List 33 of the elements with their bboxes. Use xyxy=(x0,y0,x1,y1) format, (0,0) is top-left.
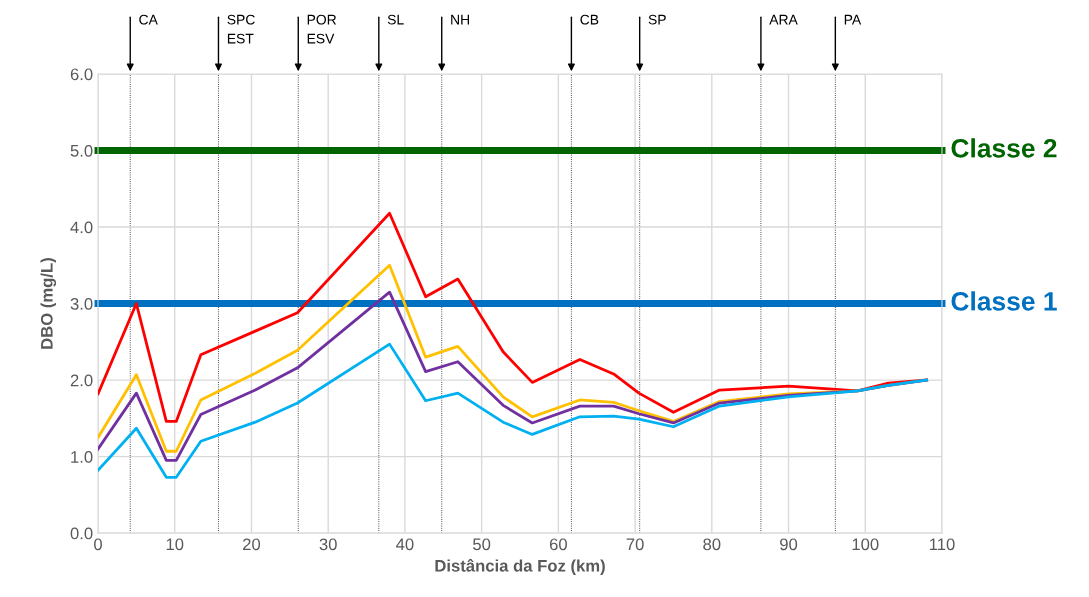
x-tick-label: 30 xyxy=(319,538,337,551)
ref-line-label: SP xyxy=(648,14,666,25)
ref-line-label: CB xyxy=(580,14,599,25)
ref-line-label: SL xyxy=(387,14,404,25)
x-tick-label: 20 xyxy=(243,538,261,551)
x-tick-label: 40 xyxy=(396,538,414,551)
y-tick-label: 0.0 xyxy=(70,527,93,540)
x-tick-label: 100 xyxy=(852,538,879,551)
x-tick-label: 80 xyxy=(703,538,721,551)
y-tick-label: 1.0 xyxy=(71,451,93,463)
y-tick-label: 6.0 xyxy=(70,68,93,81)
x-tick-label: 0 xyxy=(94,538,102,551)
x-axis-title: Distância da Foz (km) xyxy=(435,559,605,575)
y-tick-label: 4.0 xyxy=(70,221,93,234)
line-series xyxy=(98,342,929,479)
ref-line-label: ARA xyxy=(769,14,798,25)
ref-line-label: POR ESV xyxy=(307,14,337,44)
x-tick-label: 110 xyxy=(929,538,955,551)
x-tick-label: 50 xyxy=(473,538,491,551)
ref-line-label: Classe 1 xyxy=(951,291,1057,311)
x-tick-label: 10 xyxy=(166,538,184,551)
y-axis-title: DBO (mg/L) xyxy=(40,258,57,349)
ref-line-label: Classe 2 xyxy=(951,138,1057,158)
x-tick-label: 90 xyxy=(780,538,798,551)
y-tick-label: 3.0 xyxy=(70,297,93,310)
ref-line-label: SPC EST xyxy=(227,14,255,44)
x-tick-label: 60 xyxy=(549,538,567,551)
ref-line-label: NH xyxy=(451,14,469,25)
x-tick-label: 70 xyxy=(626,538,644,551)
y-tick-label: 2.0 xyxy=(70,374,93,387)
ref-line-label: PA xyxy=(844,14,862,25)
y-tick-label: 5.0 xyxy=(70,144,93,157)
ref-line-label: CA xyxy=(139,14,158,25)
